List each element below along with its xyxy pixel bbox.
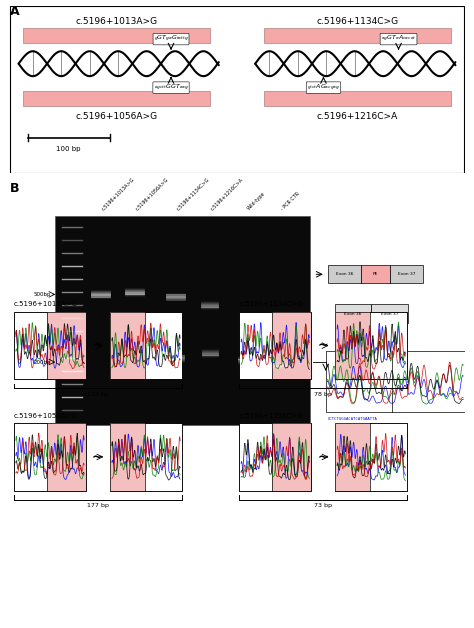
Text: $_{gtct}$AG$_{acgag}$: $_{gtct}$AG$_{acgag}$ xyxy=(307,82,340,93)
FancyBboxPatch shape xyxy=(264,91,451,106)
Text: ~: ~ xyxy=(92,450,103,463)
Text: c.5196+1216C>A: c.5196+1216C>A xyxy=(239,413,302,419)
FancyBboxPatch shape xyxy=(10,6,464,173)
Text: Exon 36: Exon 36 xyxy=(336,273,353,276)
FancyBboxPatch shape xyxy=(14,312,86,379)
Text: ~: ~ xyxy=(318,339,328,352)
Text: ~: ~ xyxy=(318,450,328,463)
FancyBboxPatch shape xyxy=(55,216,310,425)
Text: 100 bp: 100 bp xyxy=(56,146,81,152)
Text: Wild-type: Wild-type xyxy=(246,192,266,212)
FancyBboxPatch shape xyxy=(110,312,145,379)
Text: $_{ag}$GT$_a$A$_{cacat}$: $_{ag}$GT$_a$A$_{cacat}$ xyxy=(381,34,416,44)
FancyBboxPatch shape xyxy=(328,265,361,283)
Text: ~: ~ xyxy=(92,339,103,352)
Text: 500bp: 500bp xyxy=(34,292,51,297)
Text: c.5196+1013A>G: c.5196+1013A>G xyxy=(100,176,136,212)
Text: $_{agctt}$GGT$_{aag}$: $_{agctt}$GGT$_{aag}$ xyxy=(154,82,189,93)
FancyBboxPatch shape xyxy=(14,423,86,491)
FancyBboxPatch shape xyxy=(239,312,311,379)
Text: c.5196+1134C>G: c.5196+1134C>G xyxy=(239,301,303,308)
Text: c.5196+1056A>G: c.5196+1056A>G xyxy=(135,176,170,212)
Text: c.5196+1134C>G: c.5196+1134C>G xyxy=(175,176,210,212)
Text: A: A xyxy=(9,6,19,18)
FancyBboxPatch shape xyxy=(23,91,210,106)
Text: Exon 37: Exon 37 xyxy=(398,273,416,276)
FancyBboxPatch shape xyxy=(326,351,465,412)
Text: 200bp: 200bp xyxy=(34,359,51,364)
Text: c.5196+1134C>G: c.5196+1134C>G xyxy=(317,17,399,26)
FancyBboxPatch shape xyxy=(47,312,86,379)
Text: c.5196+1013A>G: c.5196+1013A>G xyxy=(14,301,78,308)
Text: 73 bp: 73 bp xyxy=(314,503,332,508)
FancyBboxPatch shape xyxy=(273,312,311,379)
Text: c.5196+1216C>A: c.5196+1216C>A xyxy=(317,112,398,121)
Text: $_g$GT$_{ga}$G$_{tattg}$: $_g$GT$_{ga}$G$_{tattg}$ xyxy=(154,34,188,44)
Text: Exon 37: Exon 37 xyxy=(381,311,398,316)
Text: Exon 36: Exon 36 xyxy=(344,311,362,316)
FancyBboxPatch shape xyxy=(335,312,370,379)
FancyBboxPatch shape xyxy=(23,28,210,43)
Text: 78 bp: 78 bp xyxy=(314,392,332,397)
FancyBboxPatch shape xyxy=(273,423,311,491)
Text: PE: PE xyxy=(373,273,378,276)
FancyBboxPatch shape xyxy=(335,423,407,491)
FancyBboxPatch shape xyxy=(110,423,145,491)
Text: c.5196+1216C>A: c.5196+1216C>A xyxy=(210,177,244,212)
FancyBboxPatch shape xyxy=(110,312,182,379)
Text: - PCR CTR: - PCR CTR xyxy=(280,191,301,212)
FancyBboxPatch shape xyxy=(391,265,423,283)
FancyBboxPatch shape xyxy=(110,423,182,491)
Text: 177 bp: 177 bp xyxy=(87,503,109,508)
FancyBboxPatch shape xyxy=(264,28,451,43)
FancyBboxPatch shape xyxy=(361,265,391,283)
FancyBboxPatch shape xyxy=(335,423,370,491)
FancyBboxPatch shape xyxy=(335,305,371,323)
FancyBboxPatch shape xyxy=(371,305,408,323)
Text: B: B xyxy=(9,182,19,195)
Text: c.5196+1056A>G: c.5196+1056A>G xyxy=(14,413,78,419)
Text: c.5196+1056A>G: c.5196+1056A>G xyxy=(75,112,157,121)
Text: CCTCTGGGACATCATGAATTA: CCTCTGGGACATCATGAATTA xyxy=(328,418,378,421)
Text: c.5196+1013A>G: c.5196+1013A>G xyxy=(75,17,157,26)
Text: 129 bp: 129 bp xyxy=(87,392,109,397)
FancyBboxPatch shape xyxy=(335,312,407,379)
FancyBboxPatch shape xyxy=(47,423,86,491)
FancyBboxPatch shape xyxy=(239,423,311,491)
